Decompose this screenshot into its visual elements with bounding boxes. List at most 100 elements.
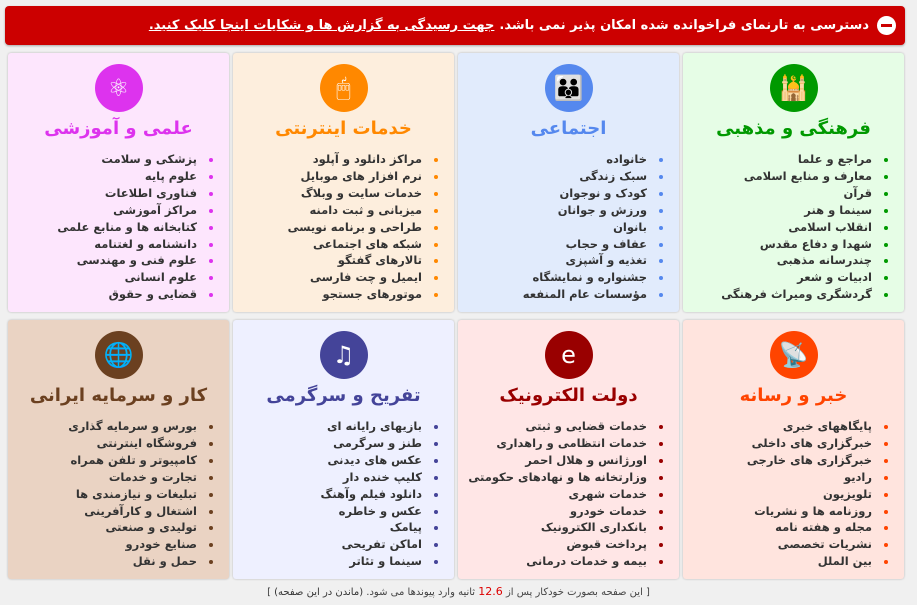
category-link[interactable]: اماکن تفریحی (321, 536, 439, 553)
category-grid: 🕌 فرهنگی و مذهبی مراجع و علما معارف و مناب… (8, 53, 904, 579)
category-link[interactable]: خدمات سایت و وبلاگ (288, 185, 439, 202)
category-link[interactable]: فروشگاه اینترنتی (68, 435, 213, 452)
category-link[interactable]: موتورهای جستجو (288, 286, 439, 303)
globe-handshake-icon[interactable]: 🌐 (94, 331, 143, 379)
category-link[interactable]: تلویزیون (747, 486, 889, 503)
category-link[interactable]: جشنواره و نمایشگاه (523, 269, 664, 286)
category-link[interactable]: ورزش و جوانان (523, 202, 664, 219)
category-link[interactable]: نشریات تخصصی (747, 536, 889, 553)
category-link[interactable]: روزنامه ها و نشریات (747, 503, 889, 520)
category-link[interactable]: اورژانس و هلال احمر (468, 452, 663, 469)
category-link[interactable]: عفاف و حجاب (523, 236, 664, 253)
category-link[interactable]: صنایع خودرو (68, 536, 213, 553)
category-link[interactable]: خبرگزاری های خارجی (746, 452, 889, 467)
category-link[interactable]: کودک و نوجوان (523, 185, 664, 202)
category-link[interactable]: خدمات قضایی و ثبتی (468, 418, 663, 435)
category-title[interactable]: دولت الکترونیک (499, 385, 638, 406)
category-link[interactable]: معارف و منابع اسلامی (721, 168, 888, 185)
category-link[interactable]: میزبانی و ثبت دامنه (288, 202, 439, 219)
report-complaint-link[interactable]: جهت رسیدگی به گزارش ها و شکایات اینجا کل… (148, 18, 495, 33)
atom-icon[interactable]: ⚛ (94, 64, 143, 112)
satellite-dish-icon[interactable]: 📡 (769, 331, 818, 379)
category-link[interactable]: خبرگزاری های داخلی (747, 435, 889, 452)
category-link[interactable]: بازیهای رایانه ای (321, 418, 439, 435)
category-link[interactable]: علوم انسانی (57, 269, 213, 286)
category-link[interactable]: قرآن (721, 185, 888, 202)
raised-hands-music-icon[interactable]: ♫ (319, 331, 368, 379)
category-link[interactable]: خدمات انتظامی و راهداری (468, 435, 663, 452)
category-link[interactable]: پیامک (321, 519, 439, 536)
category-links: مراجع و علما معارف و منابع اسلامی قرآن سینم… (721, 151, 894, 303)
category-link[interactable]: حمل و نقل (68, 553, 213, 570)
category-link[interactable]: شبکه های اجتماعی (288, 236, 439, 253)
category-link[interactable]: طراحی و برنامه نویسی (287, 219, 439, 234)
category-link[interactable]: شهدا و دفاع مقدس (721, 236, 888, 253)
category-link[interactable]: خدمات خودرو (468, 503, 663, 520)
category-link[interactable]: بیمه و خدمات درمانی (468, 553, 663, 570)
family-icon[interactable]: 👪 (544, 64, 593, 112)
iran-map-e-icon[interactable]: e (544, 331, 593, 379)
category-link[interactable]: مراکز آموزشی (57, 202, 213, 219)
category-link[interactable]: خانواده (523, 151, 664, 168)
category-link[interactable]: قضایی و حقوق (57, 286, 213, 303)
category-link[interactable]: کامپیوتر و تلفن همراه (68, 452, 213, 469)
category-link[interactable]: بین الملل (747, 553, 889, 570)
category-link[interactable]: بانوان (523, 219, 664, 236)
category-link[interactable]: چندرسانه مذهبی (721, 252, 888, 269)
category-link[interactable]: مؤسسات عام المنفعه (522, 287, 664, 302)
redirect-footer: [ این صفحه بصورت خودکار پس از 12.6 ثانیه… (0, 585, 917, 598)
category-link[interactable]: انقلاب اسلامی (721, 219, 888, 236)
category-link[interactable]: بورس و سرمایه گذاری (68, 419, 213, 433)
category-link[interactable]: تبلیغات و نیازمندی ها (68, 486, 213, 503)
category-link[interactable]: سبک زندگی (523, 168, 664, 185)
category-link[interactable]: مجله و هفته نامه (747, 519, 889, 536)
category-link[interactable]: علوم پایه (57, 168, 213, 185)
category-link[interactable]: پرداخت قبوض (468, 536, 663, 553)
category-link[interactable]: اشتغال و کارآفرینی (68, 503, 213, 520)
category-link[interactable]: سینما و تئاتر (321, 553, 439, 570)
category-title[interactable]: کار و سرمایه ایرانی (29, 385, 208, 406)
category-link[interactable]: دانشنامه و لغتنامه (57, 236, 213, 253)
category-link[interactable]: مراجع و علما (721, 151, 888, 168)
category-title[interactable]: علمی و آموزشی (44, 118, 193, 139)
category-link[interactable]: طنز و سرگرمی (321, 435, 439, 452)
category-card: 📡 خبر و رسانه پایگاههای خبری خبرگزاری های … (683, 320, 904, 579)
category-link[interactable]: پایگاههای خبری (747, 418, 889, 435)
category-link[interactable]: رادیو (747, 469, 889, 486)
category-link[interactable]: مراکز دانلود و آپلود (288, 151, 439, 168)
category-link[interactable]: ایمیل و چت فارسی (288, 269, 439, 286)
category-title[interactable]: تفریح و سرگرمی (266, 385, 421, 406)
category-link[interactable]: دانلود فیلم وآهنگ (320, 486, 439, 501)
category-link[interactable]: کلیپ خنده دار (321, 469, 439, 486)
category-link[interactable]: سینما و هنر (721, 202, 888, 219)
category-card: ⚛ علمی و آموزشی پزشکی و سلامت علوم پایه فنا… (8, 53, 229, 312)
category-link[interactable]: بانکداری الکترونیک (468, 519, 663, 536)
bracket-open: [ (646, 587, 650, 598)
blocked-notice-banner: دسترسی به تارنمای فراخوانده شده امکان پذ… (5, 6, 905, 45)
category-card: 👪 اجتماعی خانواده سبک زندگی کودک و نوجوان ور… (458, 53, 679, 312)
category-link[interactable]: عکس و خاطره (321, 503, 439, 520)
mosque-icon[interactable]: 🕌 (769, 64, 818, 112)
category-link[interactable]: تولیدی و صنعتی (68, 519, 213, 536)
category-link[interactable]: عکس های دیدنی (321, 452, 439, 469)
category-link[interactable]: پزشکی و سلامت (57, 151, 213, 168)
category-link[interactable]: فناوری اطلاعات (57, 185, 213, 202)
category-links: مراکز دانلود و آپلود نرم افزار های موبایل… (288, 151, 444, 303)
category-link[interactable]: تغذیه و آشپزی (523, 252, 664, 269)
category-link[interactable]: کتابخانه ها و منابع علمی (57, 219, 213, 234)
category-link[interactable]: وزارتخانه ها و نهادهای حکومتی (468, 469, 663, 484)
no-entry-icon (877, 16, 896, 35)
category-link[interactable]: نرم افزار های موبایل (288, 168, 439, 185)
category-title[interactable]: خبر و رسانه (739, 385, 848, 406)
mouse-icon[interactable]: 🖱 (319, 64, 368, 112)
category-link[interactable]: علوم فنی و مهندسی (57, 252, 213, 269)
category-title[interactable]: فرهنگی و مذهبی (716, 118, 871, 139)
category-link[interactable]: خدمات شهری (468, 486, 663, 503)
category-link[interactable]: گردشگری ومیراث فرهنگی (721, 287, 888, 302)
category-link[interactable]: تالارهای گفتگو (288, 252, 439, 269)
category-title[interactable]: اجتماعی (530, 118, 607, 139)
stay-on-page-link[interactable]: (ماندن در این صفحه) (274, 587, 364, 598)
category-link[interactable]: تجارت و خدمات (68, 469, 213, 486)
category-link[interactable]: ادبیات و شعر (721, 269, 888, 286)
category-title[interactable]: خدمات اینترنتی (275, 118, 412, 139)
